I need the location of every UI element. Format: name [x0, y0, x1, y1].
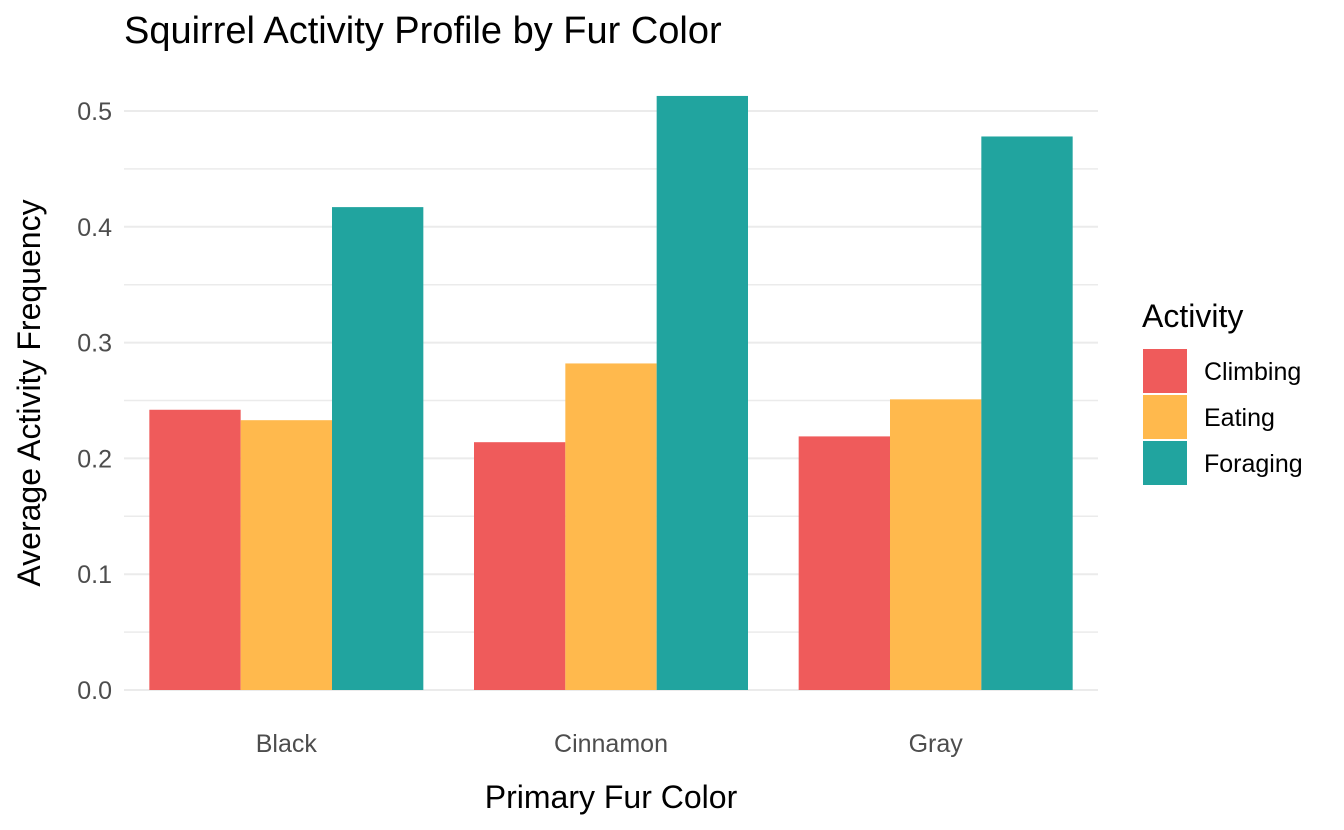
bar-black-eating [240, 420, 332, 690]
y-tick-label: 0.2 [77, 445, 112, 473]
legend-items: Climbing Eating Foraging [1143, 349, 1303, 485]
x-axis-ticks: Black Cinnamon Gray [256, 730, 963, 758]
bar-gray-climbing [798, 436, 890, 690]
legend-swatch-eating [1143, 395, 1187, 439]
y-tick-label: 0.1 [77, 561, 112, 589]
legend-title: Activity [1142, 298, 1243, 334]
x-tick-label: Black [256, 730, 318, 758]
legend: Activity Climbing Eating Foraging [1142, 298, 1303, 485]
bar-cinnamon-eating [565, 363, 657, 690]
y-tick-label: 0.5 [77, 98, 112, 126]
x-tick-label: Cinnamon [554, 730, 668, 758]
bar-black-climbing [149, 409, 241, 690]
chart-title: Squirrel Activity Profile by Fur Color [124, 10, 722, 52]
bar-black-foraging [332, 207, 424, 690]
y-axis-title: Average Activity Frequency [11, 199, 47, 586]
legend-label-foraging: Foraging [1204, 450, 1303, 478]
bar-gray-eating [890, 399, 982, 690]
y-axis-ticks: 0.0 0.1 0.2 0.3 0.4 0.5 [77, 98, 112, 705]
bar-cinnamon-climbing [474, 442, 566, 690]
legend-label-climbing: Climbing [1204, 358, 1301, 386]
bar-gray-foraging [981, 136, 1073, 690]
legend-swatch-foraging [1143, 441, 1187, 485]
bars [149, 95, 1073, 691]
legend-label-eating: Eating [1204, 404, 1275, 432]
y-tick-label: 0.3 [77, 330, 112, 358]
legend-swatch-climbing [1143, 349, 1187, 393]
bar-cinnamon-foraging [656, 95, 748, 691]
x-tick-label: Gray [909, 730, 964, 758]
y-tick-label: 0.0 [77, 677, 112, 705]
y-tick-label: 0.4 [77, 214, 112, 242]
x-axis-title: Primary Fur Color [485, 779, 738, 815]
